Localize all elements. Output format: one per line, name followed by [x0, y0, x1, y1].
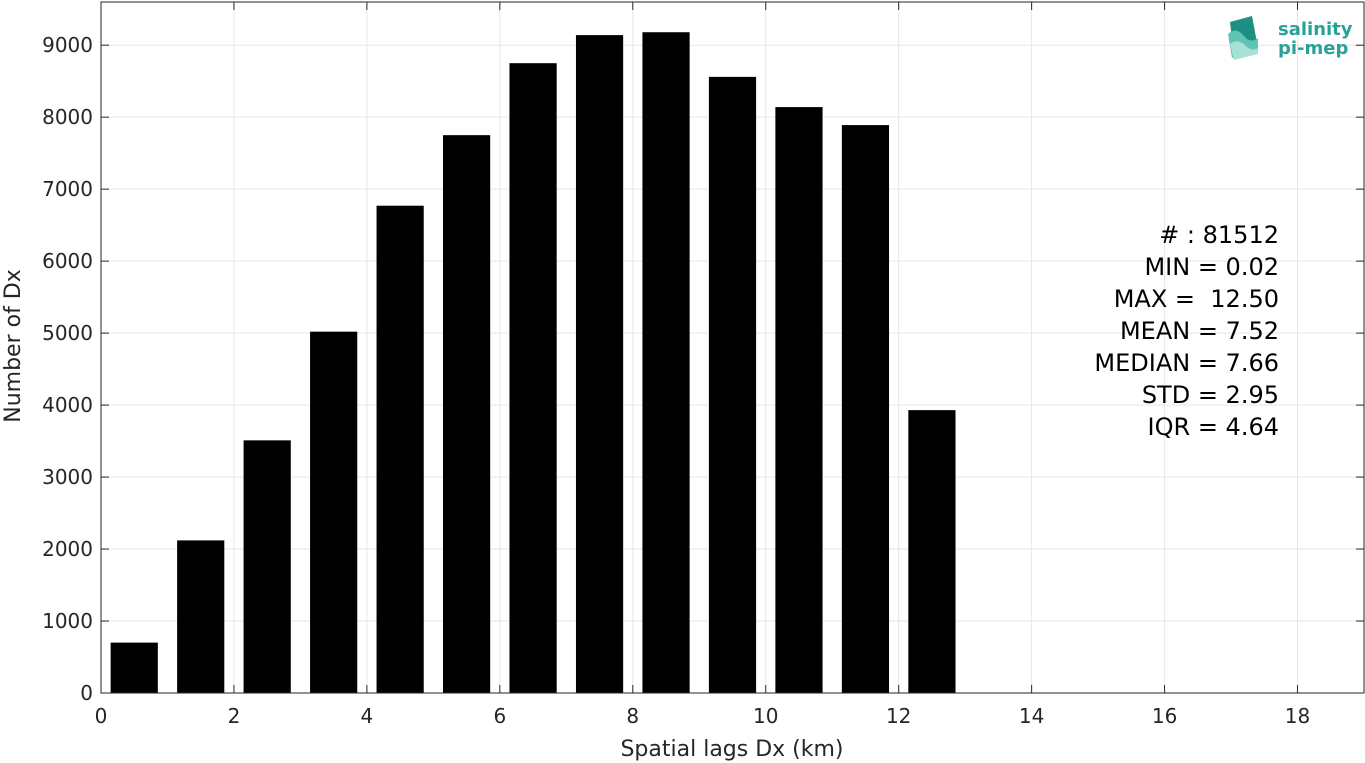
x-tick-label: 14	[1019, 704, 1044, 728]
x-tick-label: 16	[1152, 704, 1177, 728]
bars	[110, 32, 956, 694]
x-tick-label: 8	[626, 704, 639, 728]
histogram-bar	[775, 107, 823, 693]
statistics-box: # : 81512 MIN = 0.02 MAX = 12.50 MEAN = …	[1094, 221, 1279, 441]
logo-text-pi-mep: pi-mep	[1278, 38, 1348, 59]
x-tick-label: 12	[886, 704, 911, 728]
x-tick-labels: 0 2 4 6 8 10 12 14 16 18	[95, 704, 1311, 728]
y-tick-label: 7000	[42, 177, 93, 201]
y-tick-label: 6000	[42, 249, 93, 273]
x-axis-label: Spatial lags Dx (km)	[620, 737, 843, 762]
histogram-bar	[841, 125, 890, 694]
histogram-bar	[177, 540, 225, 693]
stats-iqr: IQR = 4.64	[1148, 413, 1279, 441]
y-tick-label: 0	[80, 681, 93, 705]
histogram-bar	[243, 440, 291, 693]
y-tick-labels: 0 1000 2000 3000 4000 5000 6000 7000 8000 9000	[42, 33, 93, 705]
y-axis-label: Number of Dx	[1, 269, 26, 423]
x-tick-label: 6	[493, 704, 506, 728]
salinity-pi-mep-logo: salinity pi-mep	[1228, 16, 1353, 60]
x-tick-label: 18	[1285, 704, 1310, 728]
histogram-bar	[642, 32, 690, 693]
x-tick-label: 10	[753, 704, 778, 728]
stats-mean: MEAN = 7.52	[1120, 317, 1279, 345]
y-tick-label: 5000	[42, 321, 93, 345]
y-tick-label: 9000	[42, 33, 93, 57]
y-tick-label: 4000	[42, 393, 93, 417]
stats-min: MIN = 0.02	[1144, 253, 1279, 281]
stats-count: # : 81512	[1159, 221, 1279, 249]
histogram-bar	[575, 35, 624, 694]
histogram-bar	[509, 63, 557, 693]
x-tick-label: 4	[361, 704, 374, 728]
stats-std: STD = 2.95	[1142, 381, 1279, 409]
y-tick-label: 1000	[42, 609, 93, 633]
stats-max: MAX = 12.50	[1114, 285, 1279, 313]
histogram-bar	[708, 76, 757, 693]
y-tick-label: 8000	[42, 105, 93, 129]
logo-text-salinity: salinity	[1278, 19, 1353, 40]
histogram-bar	[376, 205, 424, 693]
y-tick-label: 2000	[42, 537, 93, 561]
histogram-bar	[443, 135, 491, 694]
histogram-bar	[110, 642, 158, 693]
axis-ticks	[100, 2, 1364, 694]
histogram-bar	[310, 331, 358, 693]
plot-frame	[100, 1, 1365, 694]
histogram-bar	[908, 410, 956, 693]
stats-median: MEDIAN = 7.66	[1094, 349, 1279, 377]
logo-wave-icon	[1228, 16, 1258, 60]
x-tick-label: 0	[95, 704, 108, 728]
y-tick-label: 3000	[42, 465, 93, 489]
x-tick-label: 2	[228, 704, 241, 728]
